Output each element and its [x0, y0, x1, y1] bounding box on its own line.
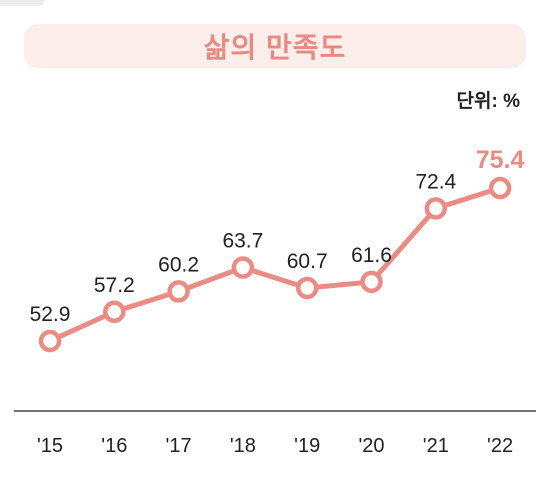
x-tick-label-5: '20 — [358, 435, 384, 457]
data-point-7 — [488, 176, 512, 200]
chart-title: 삶의 만족도 — [203, 32, 347, 63]
data-point-6 — [424, 197, 448, 220]
x-tick-label-4: '19 — [294, 435, 320, 457]
x-tick-label-6: '21 — [423, 435, 449, 457]
data-point-5 — [360, 270, 383, 294]
x-tick-label-3: '18 — [230, 435, 256, 457]
data-point-4 — [295, 276, 319, 300]
x-tick-label-2: '17 — [166, 435, 192, 457]
x-tick-label-0: '15 — [37, 435, 63, 457]
data-label-6: 72.4 — [415, 170, 456, 193]
data-point-2 — [167, 280, 190, 303]
corner-tab — [0, 0, 44, 6]
data-label-5: 61.6 — [351, 244, 392, 267]
data-label-2: 60.2 — [158, 253, 199, 276]
data-point-1 — [103, 300, 126, 324]
data-label-1: 57.2 — [94, 274, 135, 297]
data-label-0: 52.9 — [30, 303, 71, 326]
x-tick-label-7: '22 — [487, 435, 513, 457]
data-label-3: 63.7 — [222, 230, 263, 253]
data-label-7: 75.4 — [476, 146, 525, 174]
unit-label: 단위: % — [456, 91, 520, 112]
data-label-4: 60.7 — [287, 250, 328, 273]
chart-title-banner: 삶의 만족도 — [24, 24, 526, 68]
data-point-0 — [38, 329, 62, 353]
x-tick-label-1: '16 — [101, 435, 127, 457]
data-point-3 — [231, 256, 255, 279]
